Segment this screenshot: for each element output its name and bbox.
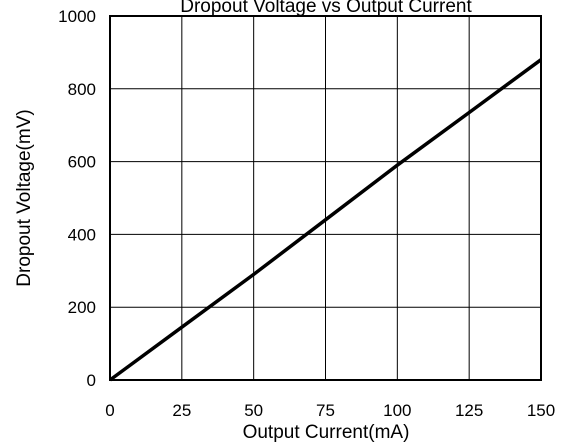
x-tick-label: 50 xyxy=(244,401,263,420)
chart-title: Dropout Voltage vs Output Current xyxy=(180,0,472,17)
y-tick-label: 400 xyxy=(68,225,96,244)
x-tick-label: 0 xyxy=(105,401,114,420)
x-tick-label: 25 xyxy=(172,401,191,420)
series-line-0 xyxy=(108,58,543,382)
x-axis-title: Output Current(mA) xyxy=(243,422,410,443)
y-tick-label: 200 xyxy=(68,298,96,317)
x-tick-label: 100 xyxy=(383,401,411,420)
y-tick-labels: 0 200 400 600 800 1000 xyxy=(58,7,96,390)
y-tick-label: 600 xyxy=(68,153,96,172)
plot-frame xyxy=(109,15,542,381)
y-tick-label: 800 xyxy=(68,80,96,99)
x-tick-label: 75 xyxy=(316,401,335,420)
y-axis-title: Dropout Voltage(mV) xyxy=(14,109,35,286)
grid xyxy=(110,16,541,380)
x-tick-label: 125 xyxy=(455,401,483,420)
x-tick-labels: 0 25 50 75 100 125 150 xyxy=(105,401,555,420)
x-tick-label: 150 xyxy=(527,401,555,420)
y-tick-label: 1000 xyxy=(58,7,96,26)
y-tick-label: 0 xyxy=(87,371,96,390)
series-layer xyxy=(108,58,543,382)
